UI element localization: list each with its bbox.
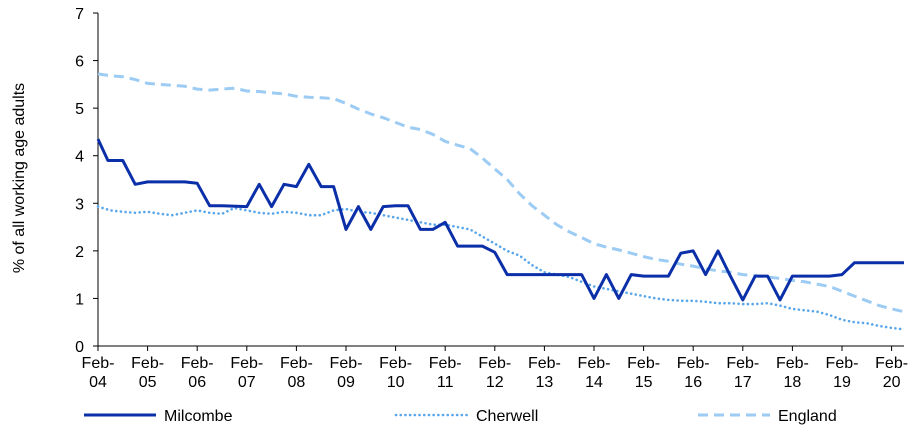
x-tick-label-line1: Feb-	[776, 355, 809, 372]
x-tick-label-line1: Feb-	[627, 355, 660, 372]
legend: Milcombe Cherwell England	[84, 408, 837, 425]
x-tick-label-line1: Feb-	[726, 355, 759, 372]
x-tick-label-line1: Feb-	[875, 355, 908, 372]
x-tick-label-line1: Feb-	[131, 355, 164, 372]
x-tick-label-line1: Feb-	[230, 355, 263, 372]
y-tick-label: 5	[75, 101, 84, 118]
legend-label-milcombe: Milcombe	[164, 408, 233, 425]
y-tick-label: 0	[75, 339, 84, 356]
y-tick-label: 3	[75, 196, 84, 213]
series-line-england	[97, 72, 905, 314]
x-tick-label-line2: 08	[288, 374, 306, 391]
x-tick-label-line1: Feb-	[330, 355, 363, 372]
y-tick-label: 4	[75, 149, 84, 166]
x-tick-label-line2: 11	[437, 374, 454, 391]
x-tick-label-line1: Feb-	[280, 355, 313, 372]
x-tick-label-line1: Feb-	[181, 355, 214, 372]
legend-label-cherwell: Cherwell	[476, 408, 538, 425]
x-tick-label-line2: 14	[585, 374, 603, 391]
legend-label-england: England	[778, 408, 837, 425]
x-tick-label-line2: 06	[188, 374, 206, 391]
x-tick-label-line2: 04	[89, 374, 107, 391]
x-tick-label-line2: 12	[486, 374, 504, 391]
x-tick-label-line1: Feb-	[677, 355, 710, 372]
x-tick-label-line1: Feb-	[429, 355, 462, 372]
x-tick-label-line1: Feb-	[478, 355, 511, 372]
x-tick-label-line1: Feb-	[379, 355, 412, 372]
x-tick-label-line2: 15	[635, 374, 653, 391]
x-tick-label-line2: 09	[337, 374, 355, 391]
series-line-milcombe	[96, 138, 904, 302]
x-tick-label-line2: 19	[833, 374, 851, 391]
x-tick-label-line1: Feb-	[578, 355, 611, 372]
x-tick-label-line2: 07	[238, 374, 256, 391]
x-tick-label-line1: Feb-	[82, 355, 115, 372]
x-tick-label-line1: Feb-	[528, 355, 561, 372]
x-tick-label-line2: 17	[734, 374, 752, 391]
y-tick-label: 7	[75, 6, 84, 23]
x-tick-label-line2: 16	[684, 374, 702, 391]
x-tick-label-line2: 20	[883, 374, 901, 391]
x-tick-label-line2: 10	[387, 374, 405, 391]
y-axis-label: % of all working age adults	[11, 83, 28, 273]
y-tick-label: 2	[75, 244, 84, 261]
x-tick-label-line2: 13	[536, 374, 554, 391]
y-tick-label: 6	[75, 54, 84, 71]
y-tick-label: 1	[75, 291, 84, 308]
series-line-cherwell	[96, 205, 906, 331]
x-tick-label-line2: 05	[139, 374, 157, 391]
x-tick-label-line1: Feb-	[826, 355, 859, 372]
x-tick-label-line2: 18	[784, 374, 802, 391]
